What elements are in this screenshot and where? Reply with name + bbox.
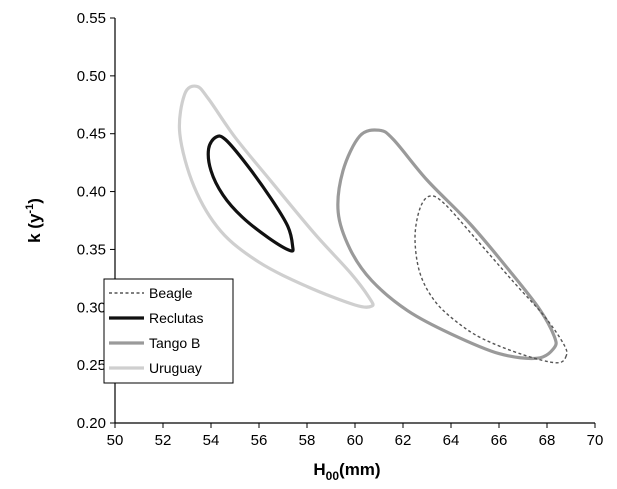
x-tick-label: 64 [443,432,460,449]
x-tick-label: 58 [299,432,316,449]
x-tick-label: 70 [587,432,604,449]
x-tick-label: 50 [107,432,124,449]
x-tick-label: 52 [155,432,172,449]
x-tick-label: 60 [347,432,364,449]
series-uruguay-line [177,84,375,309]
legend: Beagle Reclutas Tango B Uruguay [103,278,234,384]
x-tick-label: 66 [491,432,508,449]
series-reclutas-line [206,134,295,253]
x-axis-title-sub: 00 [326,469,340,483]
ticks: 0.20 0.25 0.30 0.35 0.40 0.45 0.50 0.55 50 52 54 56… [77,10,604,449]
y-tick-label: 0.35 [77,241,106,258]
x-axis-title-main: H [313,460,325,479]
legend-label-beagle: Beagle [149,285,193,301]
legend-box [103,278,234,384]
x-tick-label: 68 [539,432,556,449]
legend-label-reclutas: Reclutas [149,310,203,326]
x-axis-title: H00(mm) [313,460,380,483]
x-tick-label: 56 [251,432,268,449]
y-axis-title-main: k (y [25,213,44,243]
y-axis-title-sup: -1 [24,204,36,214]
y-tick-label: 0.55 [77,10,106,27]
y-tick-label: 0.25 [77,357,106,374]
series-beagle-line [414,195,568,364]
y-tick-label: 0.50 [77,68,106,85]
y-tick-label: 0.40 [77,184,106,201]
y-tick-label: 0.20 [77,415,106,432]
x-tick-label: 62 [395,432,412,449]
x-tick-label: 54 [203,432,220,449]
y-axis-title: k (y-1) [24,198,44,243]
y-tick-label: 0.30 [77,299,106,316]
legend-label-tango-b: Tango B [149,335,200,351]
series [177,84,568,364]
x-axis-title-rest: (mm) [339,460,381,479]
y-axis-title-rest: ) [25,198,44,204]
legend-label-uruguay: Uruguay [149,360,202,376]
y-tick-label: 0.45 [77,126,106,143]
series-tango-b-line [336,128,558,361]
